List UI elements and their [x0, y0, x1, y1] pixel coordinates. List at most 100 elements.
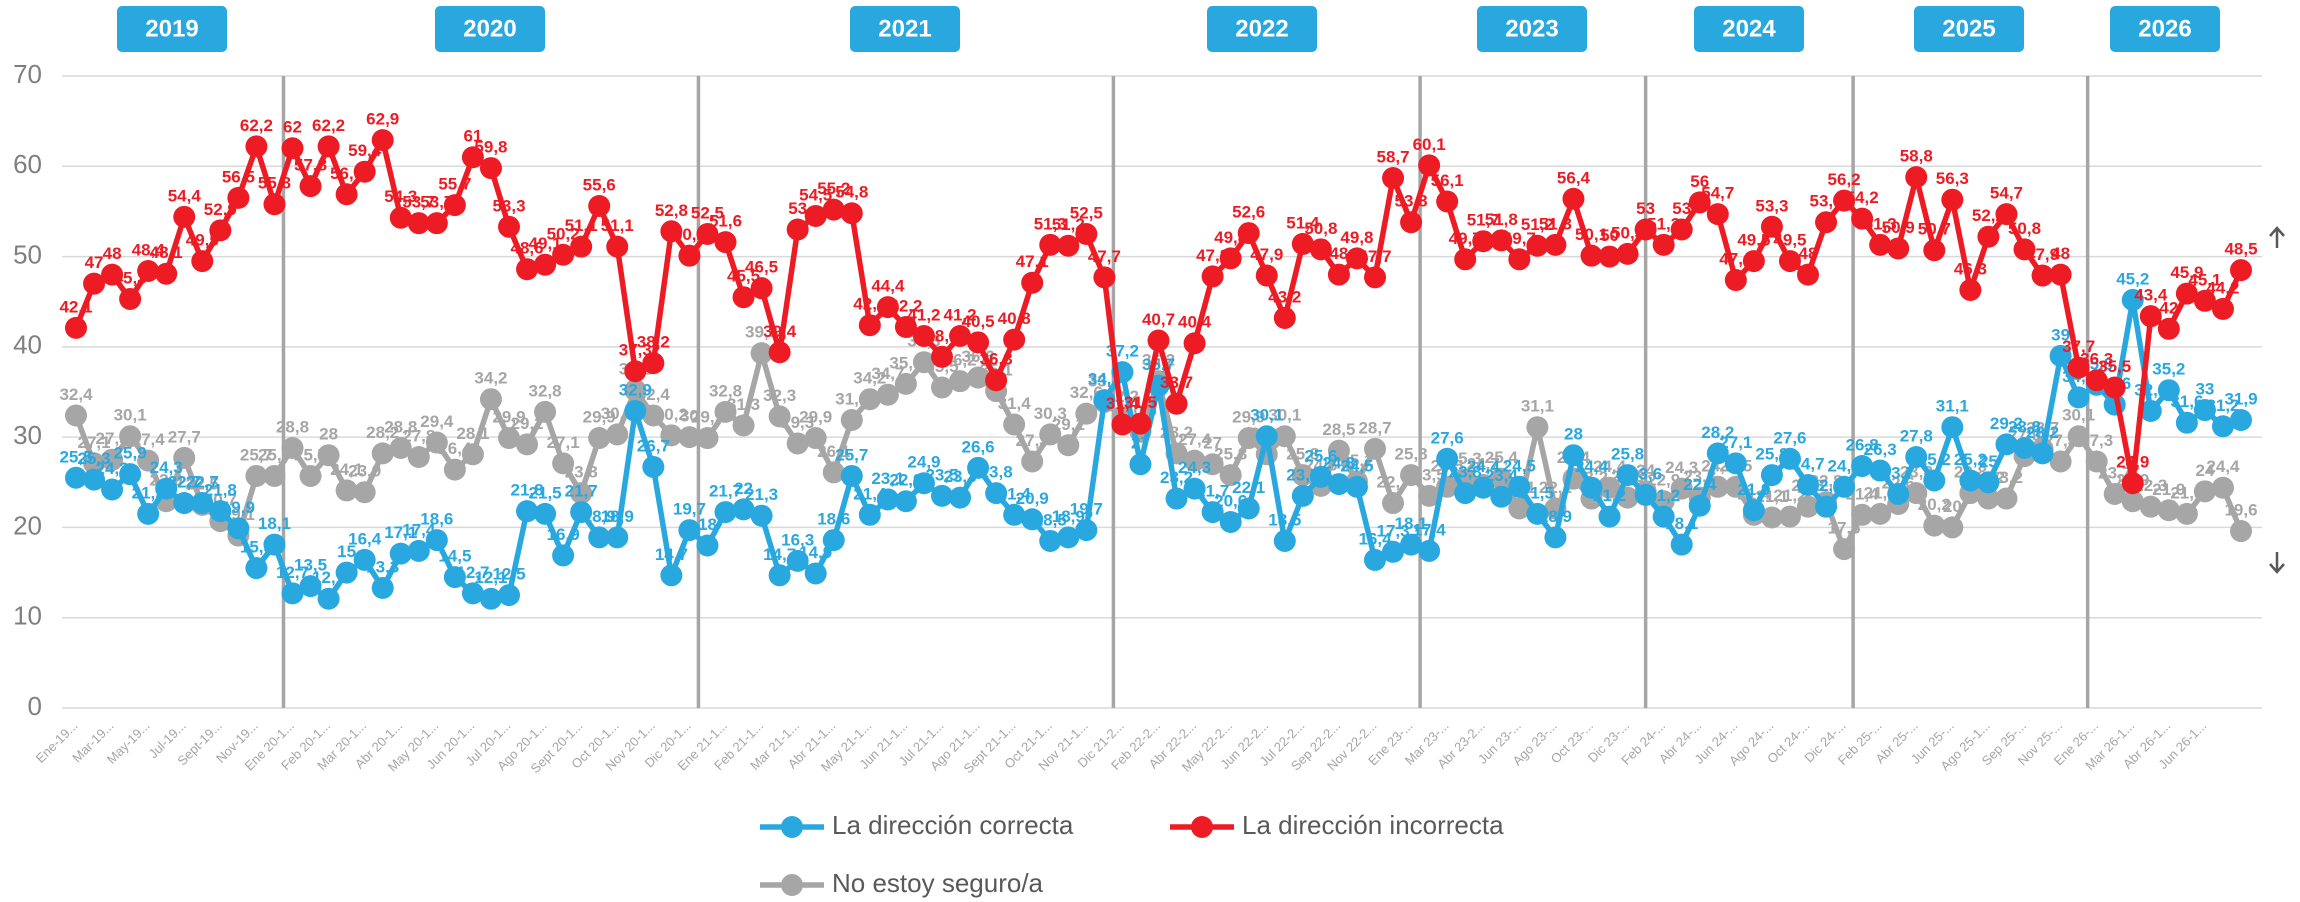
data-label: 50,9 [1882, 218, 1915, 237]
y-tick-label: 30 [13, 420, 42, 450]
data-point [101, 478, 124, 501]
data-point [1021, 450, 1044, 473]
year-box [2110, 6, 2220, 52]
data-point [678, 519, 701, 542]
data-point [1887, 483, 1910, 506]
data-label: 25,7 [258, 445, 291, 464]
data-point [2121, 472, 2144, 495]
data-label: 48,5 [2224, 240, 2257, 259]
data-point [1039, 529, 1062, 552]
data-label: 21,4 [853, 484, 887, 503]
data-label: 43,2 [1268, 287, 1301, 306]
data-label: 51,3 [1864, 214, 1897, 233]
data-label: 49,5 [1773, 231, 1806, 250]
data-point [479, 587, 502, 610]
data-point [1111, 413, 1134, 436]
data-label: 26,8 [1846, 436, 1879, 455]
data-label: 24,4 [1467, 457, 1501, 476]
data-label: 21,7 [1196, 482, 1229, 501]
data-point [1057, 526, 1080, 549]
data-point [1833, 189, 1856, 212]
data-point [1039, 233, 1062, 256]
data-label: 23,8 [980, 463, 1013, 482]
data-label: 25,8 [1395, 445, 1428, 464]
data-label: 50,1 [1575, 225, 1608, 244]
data-point [461, 443, 484, 466]
data-point [281, 137, 304, 160]
data-label: 23,5 [1286, 465, 1319, 484]
data-point [1616, 464, 1639, 487]
data-label: 25,7 [294, 445, 327, 464]
y-tick-label: 60 [13, 149, 42, 179]
data-label: 28,2 [2026, 423, 2059, 442]
data-point [1021, 508, 1044, 531]
data-point [101, 263, 124, 286]
year-box [435, 6, 545, 52]
data-label: 12,1 [474, 568, 507, 587]
data-point [461, 582, 484, 605]
data-label: 18,1 [1665, 514, 1698, 533]
data-point [1183, 332, 1206, 355]
data-label: 24,4 [1575, 457, 1609, 476]
data-point [1490, 467, 1513, 490]
data-label: 27,8 [1900, 426, 1933, 445]
data-point [1670, 533, 1693, 556]
data-point [2157, 317, 2180, 340]
data-point [335, 561, 358, 584]
data-label: 22,1 [1232, 478, 1265, 497]
data-label: 53 [1636, 199, 1655, 218]
data-label: 21,8 [510, 481, 543, 500]
data-point [1760, 506, 1783, 529]
data-label: 26,7 [637, 436, 670, 455]
data-point [985, 369, 1008, 392]
data-point [1291, 464, 1314, 487]
y-tick-label: 0 [28, 691, 42, 721]
data-label: 40,4 [1178, 313, 1212, 332]
data-point [642, 352, 665, 375]
data-point [1959, 469, 1982, 492]
data-point [912, 351, 935, 374]
data-label: 14,5 [438, 547, 471, 566]
data-label: 40,7 [1142, 310, 1175, 329]
data-point [1201, 265, 1224, 288]
data-point [335, 479, 358, 502]
up-arrow [2269, 226, 2285, 248]
data-point [1147, 329, 1170, 352]
data-label: 24,5 [1828, 456, 1861, 475]
year-label: 2024 [1722, 15, 1776, 42]
data-point [2139, 495, 2162, 518]
data-label: 29,9 [691, 408, 724, 427]
data-point [137, 502, 160, 525]
data-label: 18 [698, 515, 717, 534]
data-label: 51,6 [709, 212, 742, 231]
data-label: 50,1 [673, 225, 706, 244]
data-point [1508, 475, 1531, 498]
data-label: 62 [283, 118, 302, 137]
data-label: 49,8 [1340, 228, 1373, 247]
data-label: 31,1 [1936, 397, 1969, 416]
data-label: 55,6 [583, 175, 616, 194]
data-point [317, 444, 340, 467]
data-label: 29,9 [1232, 408, 1265, 427]
data-label: 20,6 [1214, 491, 1247, 510]
data-point [1797, 263, 1819, 286]
data-label: 51,1 [601, 216, 634, 235]
year-label: 2026 [2138, 15, 2191, 42]
data-label: 18,9 [1539, 507, 1572, 526]
data-label: 51,8 [1485, 210, 1518, 229]
data-label: 17,4 [1413, 520, 1447, 539]
data-label: 25,8 [1286, 445, 1319, 464]
data-point [570, 501, 593, 524]
data-point [155, 477, 178, 500]
data-point [2139, 399, 2162, 422]
data-label: 47 [85, 253, 104, 272]
data-label: 24,3 [1665, 458, 1698, 477]
data-label: 17,6 [1828, 519, 1861, 538]
data-point [1291, 484, 1314, 507]
data-label: 27,6 [1773, 428, 1806, 447]
data-point [299, 464, 322, 487]
data-label: 50,2 [547, 224, 580, 243]
data-label: 27,3 [2080, 431, 2113, 450]
data-label: 25,8 [1755, 445, 1788, 464]
data-point [1201, 453, 1224, 476]
